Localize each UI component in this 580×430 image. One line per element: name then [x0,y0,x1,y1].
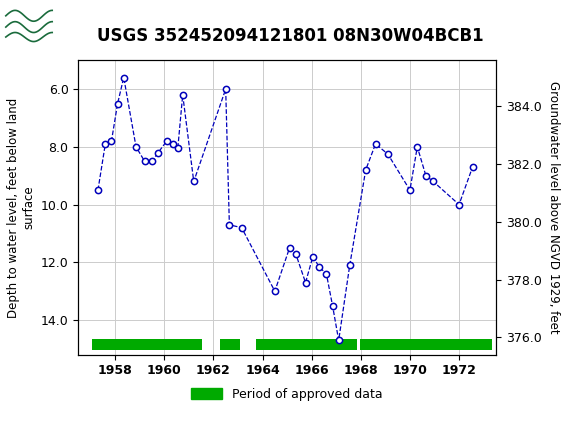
Bar [220,339,241,350]
Bar [92,339,202,350]
Bar [256,339,357,350]
Y-axis label: Groundwater level above NGVD 1929, feet: Groundwater level above NGVD 1929, feet [547,81,560,334]
Text: USGS 352452094121801 08N30W04BCB1: USGS 352452094121801 08N30W04BCB1 [97,27,483,45]
Legend: Period of approved data: Period of approved data [186,383,388,406]
Bar [5,3,54,42]
Text: USGS: USGS [60,13,119,32]
Y-axis label: Depth to water level, feet below land
surface: Depth to water level, feet below land su… [7,97,35,318]
Bar [360,339,492,350]
